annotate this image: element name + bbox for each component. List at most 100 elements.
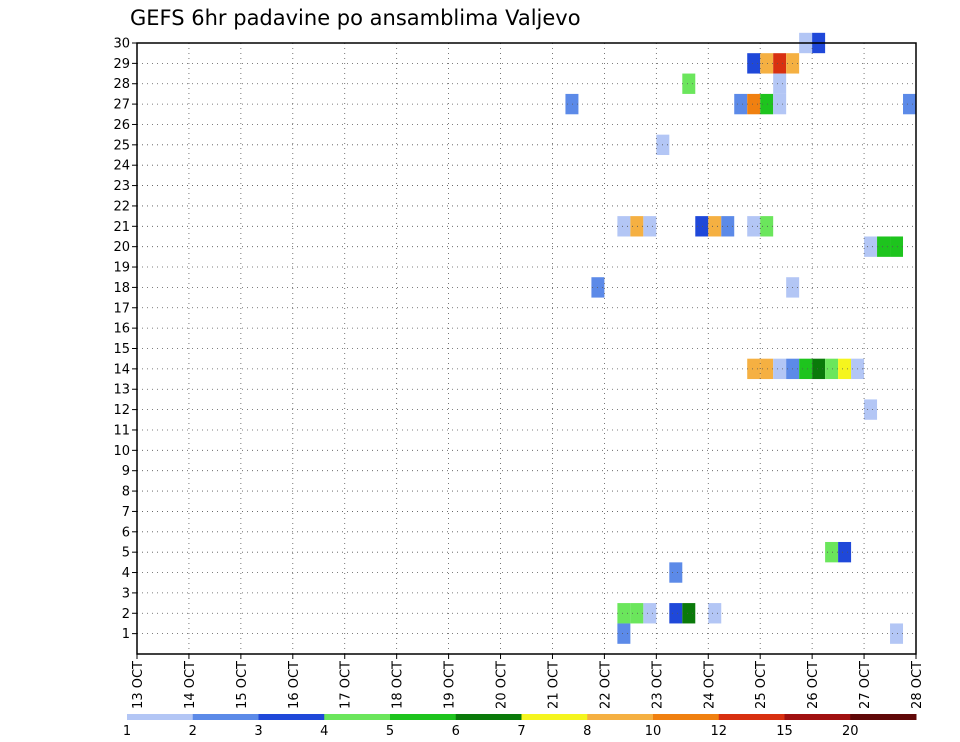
x-tick-label: 16 OCT	[287, 661, 302, 709]
colorbar-label: 6	[452, 724, 460, 739]
y-tick-label: 21	[113, 220, 130, 235]
colorbar-label: 20	[842, 724, 859, 739]
x-axis: 13 OCT 14 OCT 15 OCT 16 OCT 17 OCT 18 OCT 19 O…	[131, 654, 925, 709]
heatmap-cell	[747, 53, 761, 74]
y-tick-label: 23	[113, 179, 130, 194]
heatmap-cell	[864, 399, 878, 420]
heatmap-cell	[708, 603, 722, 624]
colorbar-label: 1	[123, 724, 131, 739]
x-tick-label: 14 OCT	[183, 661, 198, 709]
colorbar-segment	[521, 714, 588, 720]
colorbar-label: 5	[386, 724, 394, 739]
heatmap-cell	[747, 216, 761, 237]
plot-frame	[136, 42, 917, 655]
colorbar-segment	[258, 714, 325, 720]
heatmap-cell	[643, 216, 657, 237]
y-tick-label: 26	[113, 118, 130, 133]
chart-title: GEFS 6hr padavine po ansamblima Valjevo	[130, 6, 581, 30]
colorbar-segment	[127, 714, 194, 720]
y-tick-label: 11	[113, 423, 130, 438]
grid-layer	[137, 42, 916, 654]
colorbar-label: 15	[776, 724, 793, 739]
colorbar: 1 2 3 4 5 6 7 8 10 12 15 20	[123, 714, 917, 739]
colorbar-label: 2	[189, 724, 197, 739]
y-tick-label: 17	[113, 301, 130, 316]
heatmap-cell	[760, 358, 774, 380]
heatmap-cell	[877, 236, 891, 257]
y-tick-label: 6	[122, 525, 130, 540]
heatmap-cell	[890, 623, 904, 644]
x-tick-label: 21 OCT	[546, 661, 561, 709]
colorbar-segment	[718, 714, 785, 720]
x-tick-label: 17 OCT	[339, 661, 354, 709]
heatmap-cell	[682, 73, 696, 94]
x-tick-label: 18 OCT	[391, 661, 406, 709]
colorbar-segment	[192, 714, 259, 720]
colorbar-segment	[455, 714, 522, 720]
heatmap-cell	[617, 623, 631, 644]
x-tick-label: 15 OCT	[235, 661, 250, 709]
heatmap-cell	[643, 603, 657, 624]
y-tick-label: 14	[113, 362, 130, 377]
x-tick-label: 28 OCT	[910, 661, 925, 709]
heatmap-cell	[669, 603, 683, 624]
heatmap-cell	[825, 541, 839, 563]
y-tick-label: 30	[113, 37, 130, 52]
y-axis: 1234567891011121314151617181920212223242…	[113, 37, 137, 642]
x-tick-label: 22 OCT	[598, 661, 613, 709]
colorbar-label: 4	[320, 724, 328, 739]
heatmap-cell	[890, 236, 904, 257]
y-tick-label: 16	[113, 322, 130, 337]
colorbar-label: 12	[710, 724, 727, 739]
y-tick-label: 9	[122, 464, 130, 479]
heatmap-cell	[864, 236, 878, 257]
x-tick-label: 25 OCT	[754, 661, 769, 709]
y-tick-label: 4	[122, 566, 130, 581]
y-tick-label: 29	[113, 57, 130, 72]
heatmap-cell	[838, 358, 852, 380]
x-tick-label: 13 OCT	[131, 661, 146, 709]
heatmap-cell	[825, 358, 839, 380]
colorbar-segment	[784, 714, 851, 720]
heatmap-cell	[773, 93, 787, 115]
heatmap-cell	[747, 93, 761, 115]
y-tick-label: 24	[113, 159, 130, 174]
heatmap-cell	[812, 358, 826, 380]
heatmap-cell	[630, 603, 644, 624]
heatmap-cell	[903, 93, 916, 115]
colorbar-label: 8	[583, 724, 591, 739]
y-tick-label: 8	[122, 485, 130, 500]
y-tick-label: 5	[122, 546, 130, 561]
colorbar-segment	[850, 714, 917, 720]
heatmap-cell	[682, 603, 696, 624]
y-tick-label: 10	[113, 444, 130, 459]
heatmap-cell	[695, 216, 709, 237]
y-tick-label: 18	[113, 281, 130, 296]
x-tick-label: 26 OCT	[806, 661, 821, 709]
colorbar-label: 10	[645, 724, 662, 739]
y-tick-label: 27	[113, 98, 130, 113]
colorbar-segment	[653, 714, 720, 720]
cells-layer	[565, 32, 916, 644]
x-tick-label: 23 OCT	[650, 661, 665, 709]
heatmap-cell	[799, 358, 813, 380]
heatmap-cell	[630, 216, 644, 237]
heatmap-cell	[708, 216, 722, 237]
y-tick-label: 20	[113, 240, 130, 255]
y-tick-label: 22	[113, 199, 130, 214]
y-tick-label: 25	[113, 138, 130, 153]
colorbar-segment	[390, 714, 457, 720]
heatmap-cell	[773, 73, 787, 94]
y-tick-label: 12	[113, 403, 130, 418]
heatmap-cell	[773, 358, 787, 380]
y-tick-label: 3	[122, 586, 130, 601]
colorbar-label: 7	[517, 724, 525, 739]
y-tick-label: 1	[122, 627, 130, 642]
heatmap-cell	[734, 93, 748, 115]
y-tick-label: 15	[113, 342, 130, 357]
heatmap-cell	[617, 216, 631, 237]
y-tick-label: 7	[122, 505, 130, 520]
heatmap-cell	[747, 358, 761, 380]
heatmap-cell	[617, 603, 631, 624]
